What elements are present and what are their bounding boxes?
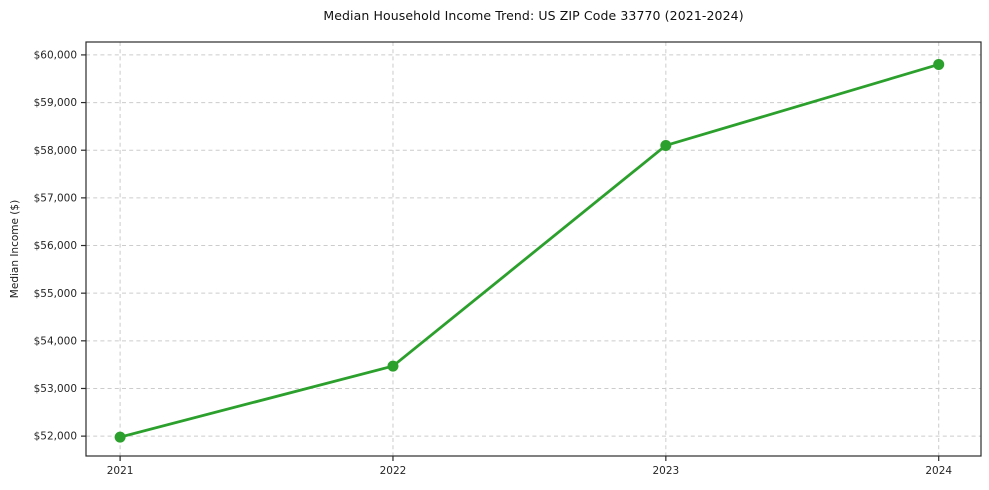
x-tick-label: 2024 [925, 465, 952, 477]
x-tick-label: 2021 [107, 465, 134, 477]
y-tick-label: $55,000 [34, 288, 77, 300]
y-tick-label: $52,000 [34, 431, 77, 443]
plot-area [86, 42, 981, 456]
y-tick-label: $58,000 [34, 145, 77, 157]
y-tick-label: $53,000 [34, 383, 77, 395]
plot-border [85, 41, 982, 457]
y-tick-label: $60,000 [34, 50, 77, 62]
data-point [387, 360, 399, 372]
x-tick-label: 2023 [652, 465, 679, 477]
chart-title: Median Household Income Trend: US ZIP Co… [323, 8, 744, 23]
y-tick-label: $56,000 [34, 240, 77, 252]
data-point [114, 431, 126, 443]
y-tick-label: $57,000 [34, 192, 77, 204]
data-point [660, 139, 672, 151]
data-point [933, 58, 945, 70]
y-tick-label: $54,000 [34, 335, 77, 347]
data-line [118, 63, 941, 439]
y-tick-label: $59,000 [34, 97, 77, 109]
x-tick-label: 2022 [380, 465, 407, 477]
